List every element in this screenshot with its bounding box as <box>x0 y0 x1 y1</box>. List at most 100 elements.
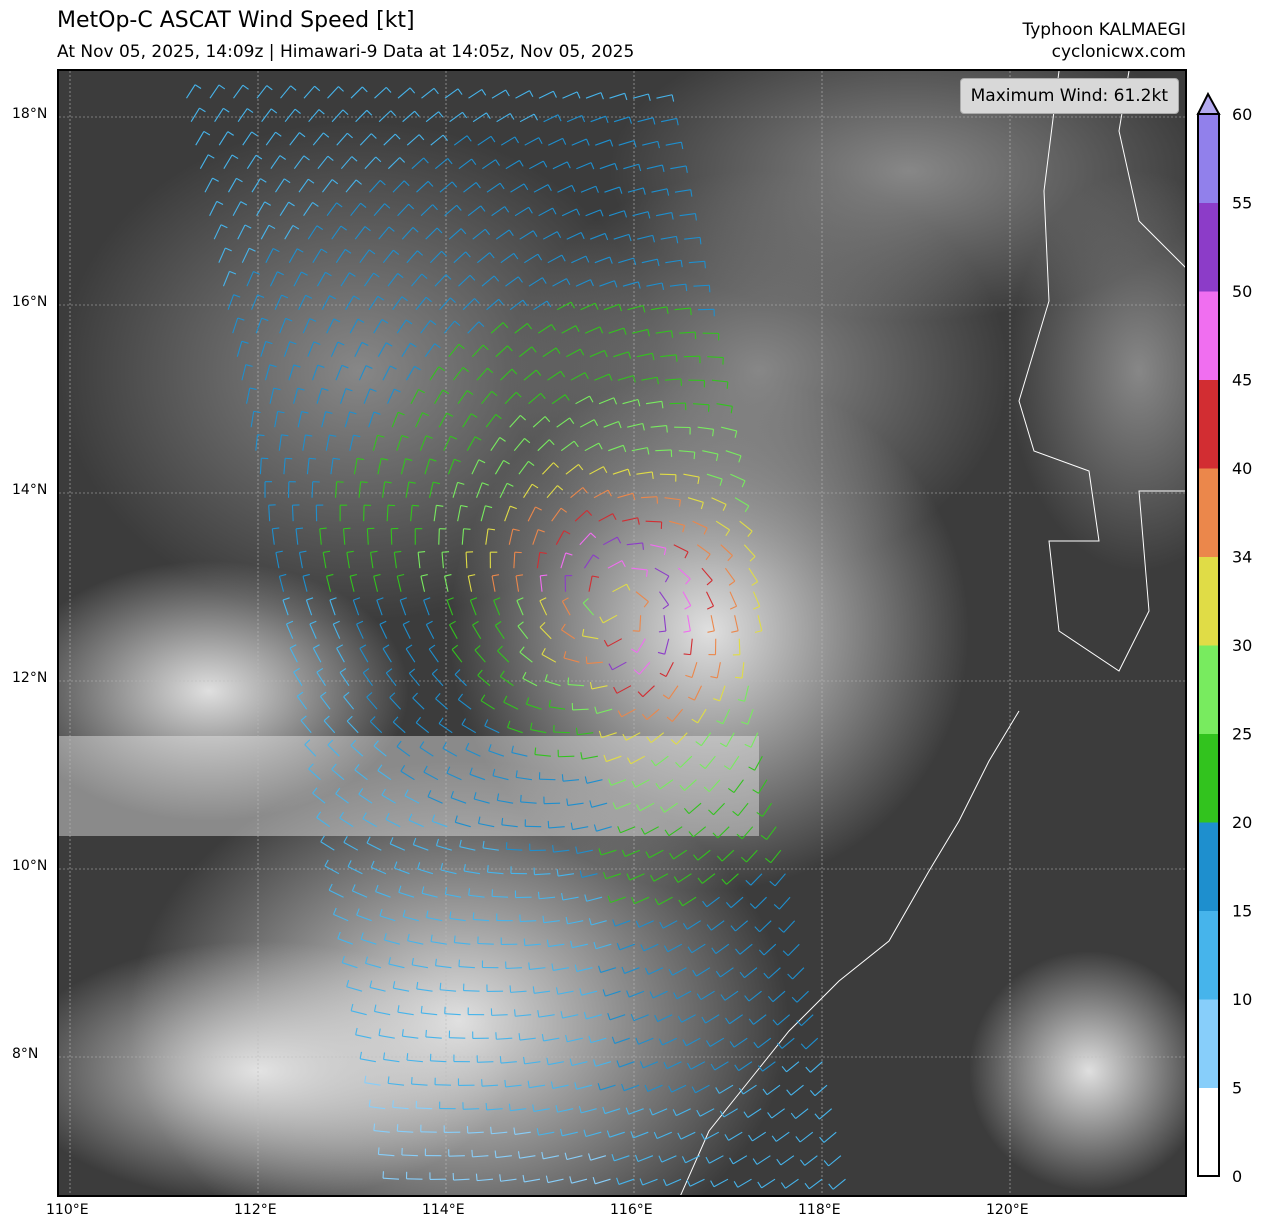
wind-barb <box>293 271 308 287</box>
wind-barb <box>391 411 405 428</box>
wind-barb <box>387 1076 405 1086</box>
wind-barb <box>637 685 655 698</box>
wind-barb <box>481 960 499 969</box>
colorbar-bin <box>1198 733 1219 823</box>
wind-barb <box>343 691 355 710</box>
wind-barb <box>271 527 280 545</box>
wind-barb <box>551 963 570 971</box>
wind-barb <box>451 644 463 663</box>
lon-tick-label: 112°E <box>234 1202 277 1218</box>
wind-barb <box>621 849 641 857</box>
wind-barb <box>670 165 688 173</box>
wind-barb <box>302 318 317 334</box>
wind-barb <box>274 410 285 428</box>
wind-barb <box>795 1131 814 1143</box>
wind-barb <box>758 943 777 956</box>
wind-barb <box>659 473 677 482</box>
wind-barb <box>732 638 741 656</box>
wind-barb <box>773 896 791 910</box>
wind-barb <box>532 986 551 994</box>
wind-barb <box>425 227 443 240</box>
colorbar-tick-label: 50 <box>1232 282 1252 301</box>
wind-barb <box>481 1079 499 1087</box>
wind-barb <box>353 457 365 475</box>
wind-barb <box>408 813 424 828</box>
wind-barb <box>417 550 426 569</box>
wind-barb <box>574 1082 593 1090</box>
wind-barb <box>320 691 331 710</box>
wind-barb <box>546 1057 565 1066</box>
cloud-region <box>609 71 1185 321</box>
wind-barb <box>529 160 548 170</box>
wind-barb <box>282 597 290 616</box>
wind-barb <box>786 1084 804 1096</box>
wind-barb <box>297 411 309 428</box>
wind-barb <box>732 802 749 817</box>
wind-barb <box>392 180 410 193</box>
wind-barb <box>491 206 510 217</box>
wind-barb <box>412 692 425 710</box>
wind-barb <box>695 732 712 747</box>
wind-barb <box>392 981 410 992</box>
wind-barb <box>749 896 767 909</box>
wind-barb <box>814 1108 832 1120</box>
wind-barb <box>351 884 368 898</box>
wind-barb <box>428 481 441 498</box>
wind-barb <box>359 249 376 264</box>
wind-barb <box>453 1054 470 1063</box>
wind-barb <box>570 487 588 499</box>
wind-barb <box>383 1052 400 1063</box>
wind-barb <box>566 798 584 806</box>
wind-barb <box>401 342 417 357</box>
wind-barb <box>397 203 415 217</box>
wind-barb <box>311 364 325 381</box>
wind-barb <box>377 1147 395 1157</box>
wind-barb <box>745 873 763 886</box>
wind-barb <box>739 520 753 537</box>
wind-barb <box>542 462 559 475</box>
wind-barb <box>261 108 278 123</box>
wind-barb <box>424 1148 442 1157</box>
wind-barb <box>484 719 500 734</box>
wind-barb <box>311 481 320 498</box>
wind-barb <box>517 1151 536 1159</box>
wind-barb <box>566 348 585 358</box>
wind-barb <box>382 1171 400 1180</box>
wind-barb <box>400 458 413 475</box>
wind-barb <box>639 1178 658 1186</box>
wind-barb <box>651 188 670 196</box>
wind-barb <box>349 318 365 334</box>
wind-barb <box>246 271 261 287</box>
cloud-region <box>59 561 409 821</box>
wind-barb <box>477 135 496 146</box>
wind-barb <box>368 411 381 428</box>
wind-barb <box>555 530 571 545</box>
wind-barb <box>312 787 326 804</box>
wind-barb <box>370 550 378 569</box>
wind-barb <box>612 468 631 477</box>
wind-barb <box>462 1102 480 1110</box>
wind-barb <box>469 597 478 616</box>
wind-barb <box>283 341 297 357</box>
wind-barb <box>372 434 385 451</box>
wind-barb <box>608 327 627 335</box>
wind-barb <box>457 1078 475 1086</box>
wind-barb <box>537 324 556 334</box>
wind-barb <box>626 755 646 765</box>
wind-barb <box>501 817 518 828</box>
wind-barb <box>427 790 443 804</box>
wind-barb <box>631 779 650 788</box>
wind-barb <box>396 1124 414 1133</box>
wind-barb <box>494 459 510 475</box>
wind-barb <box>390 527 399 545</box>
wind-barb <box>716 403 733 414</box>
wind-barb <box>533 867 551 876</box>
wind-barb <box>782 943 800 957</box>
wind-barb <box>237 108 254 123</box>
wind-barb <box>543 796 561 805</box>
wind-barb <box>305 597 314 616</box>
wind-barb <box>635 1037 654 1045</box>
wind-barb <box>556 301 575 311</box>
wind-barb <box>552 161 571 170</box>
wind-barb <box>539 621 552 640</box>
